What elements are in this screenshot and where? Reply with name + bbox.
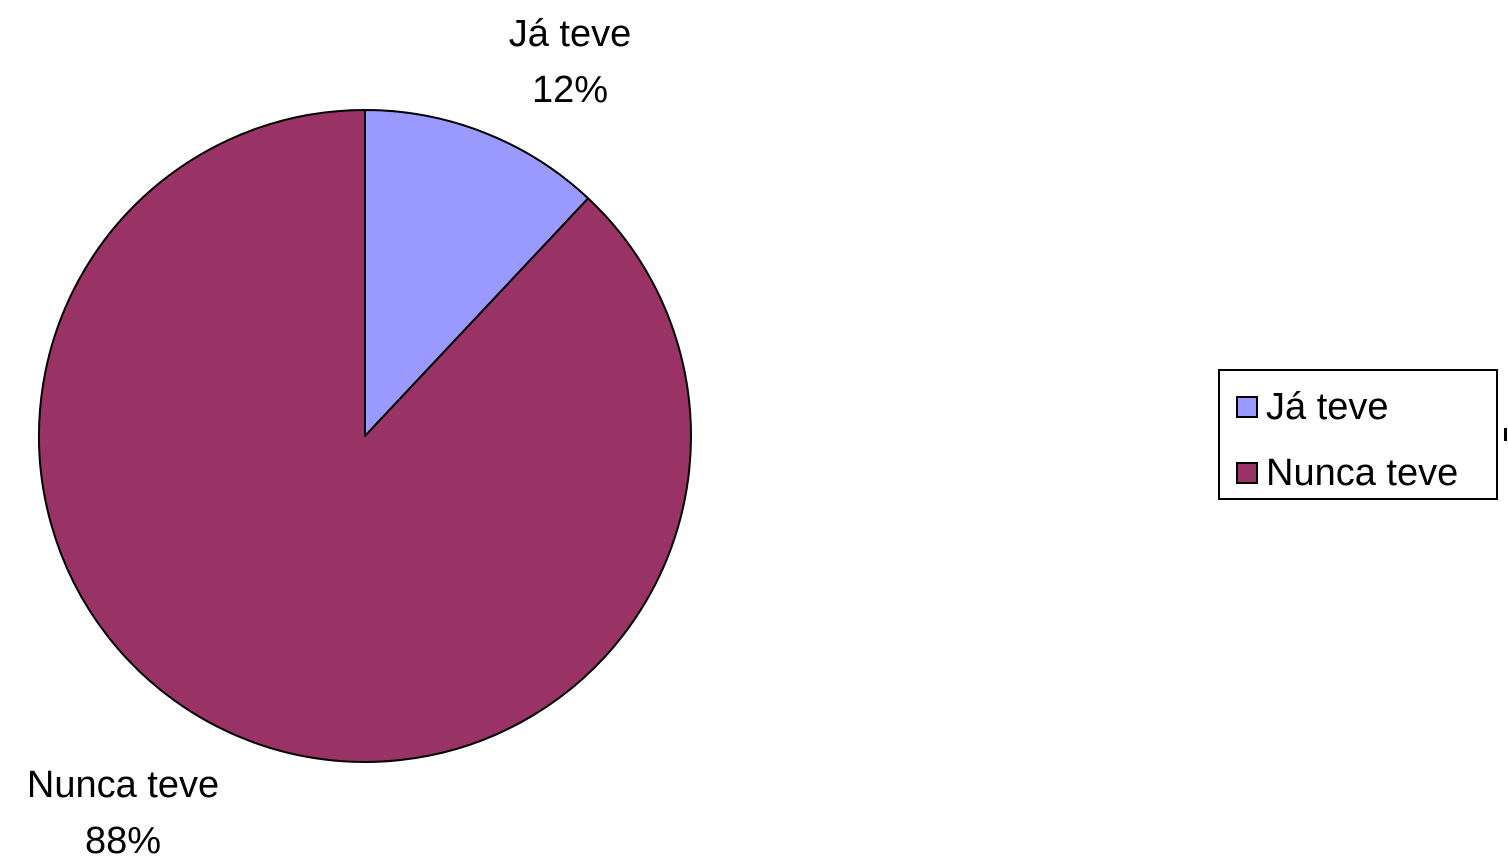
slice-label-ja-teve-percent: 12% (532, 69, 608, 111)
legend-label-ja-teve: Já teve (1266, 386, 1389, 428)
slice-label-nunca-teve-name: Nunca teve (27, 764, 219, 806)
legend-swatch-nunca-teve (1236, 462, 1258, 484)
legend-item-ja-teve: Já teve (1236, 387, 1389, 427)
chart-legend: Já teve Nunca teve (1218, 369, 1498, 500)
legend-swatch-ja-teve (1236, 396, 1258, 418)
pie-slice-j-teve (364, 109, 590, 437)
slice-label-nunca-teve-percent: 88% (85, 820, 161, 862)
edge-tick-mark (1504, 428, 1507, 441)
legend-item-nunca-teve: Nunca teve (1236, 453, 1458, 493)
legend-label-nunca-teve: Nunca teve (1266, 452, 1459, 494)
pie-slice-nunca-teve (38, 109, 692, 763)
slice-label-ja-teve-name: Já teve (509, 13, 632, 55)
